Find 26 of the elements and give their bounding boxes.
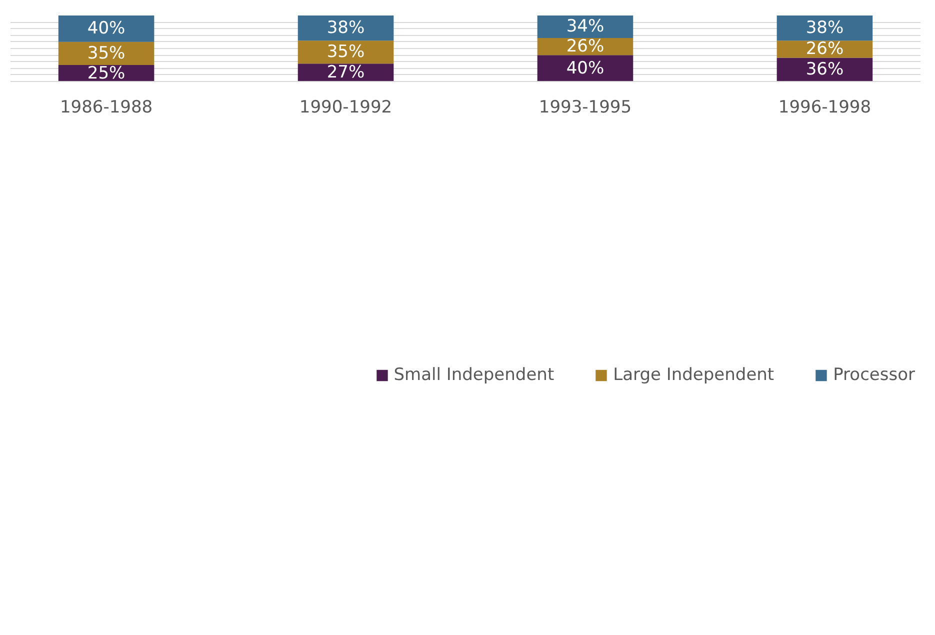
data-label: 38%	[326, 18, 365, 38]
data-label: 35%	[87, 43, 126, 64]
bar	[298, 40, 394, 64]
x-tick-label: 1990-1992	[299, 98, 392, 118]
bar	[776, 16, 873, 41]
bar	[58, 16, 154, 42]
legend-label: Large Independent	[613, 365, 774, 385]
bar	[537, 55, 634, 82]
data-label: 34%	[566, 16, 604, 37]
data-label: 40%	[566, 58, 604, 78]
data-label: 27%	[326, 62, 365, 83]
x-tick-label: 1986-1988	[60, 98, 153, 118]
data-label: 25%	[87, 63, 126, 84]
data-label: 26%	[566, 36, 604, 57]
data-label: 40%	[87, 18, 126, 39]
data-label: 38%	[806, 18, 844, 38]
data-label: 26%	[806, 39, 844, 60]
x-tick-label: 1996-1998	[778, 98, 872, 118]
data-label: 36%	[806, 60, 844, 80]
bar	[298, 16, 394, 41]
data-label: 35%	[326, 42, 365, 62]
bar	[537, 16, 634, 38]
legend-label: Processor	[833, 365, 915, 385]
x-tick-label: 1993-1995	[538, 98, 632, 118]
bar	[58, 42, 154, 65]
legend-label: Small Independent	[394, 365, 554, 385]
